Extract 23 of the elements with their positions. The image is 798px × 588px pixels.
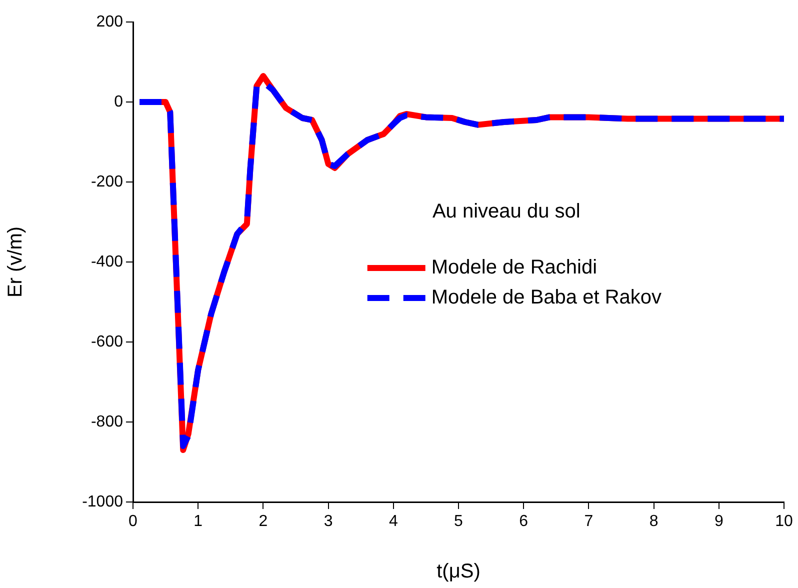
x-tick-label: 8 (649, 513, 658, 530)
y-tick-label: 200 (96, 13, 124, 30)
y-tick-label: -600 (90, 333, 124, 350)
y-tick-label: -400 (90, 253, 124, 270)
x-tick-label: 6 (519, 513, 528, 530)
y-axis-title: Er (v/m) (4, 226, 27, 298)
x-tick-label: 2 (258, 513, 268, 530)
legend-label: Modele de Rachidi (431, 256, 598, 279)
x-tick-label: 0 (128, 513, 138, 530)
x-tick-label: 4 (388, 513, 398, 530)
x-axis-title: t(μS) (436, 560, 480, 583)
x-tick-label: 10 (775, 513, 793, 530)
y-tick-label: -800 (90, 413, 124, 430)
legend-label: Modele de Baba et Rakov (431, 286, 662, 309)
y-tick-label: -200 (90, 173, 124, 190)
y-tick-label: 0 (114, 93, 124, 110)
x-tick-label: 3 (324, 513, 333, 530)
x-tick-label: 1 (194, 513, 203, 530)
annotation: Au niveau du sol (432, 200, 580, 223)
x-tick-label: 9 (714, 513, 724, 530)
x-tick-label: 5 (454, 513, 464, 530)
y-tick-label: -1000 (82, 493, 124, 510)
x-tick-label: 7 (584, 513, 594, 530)
